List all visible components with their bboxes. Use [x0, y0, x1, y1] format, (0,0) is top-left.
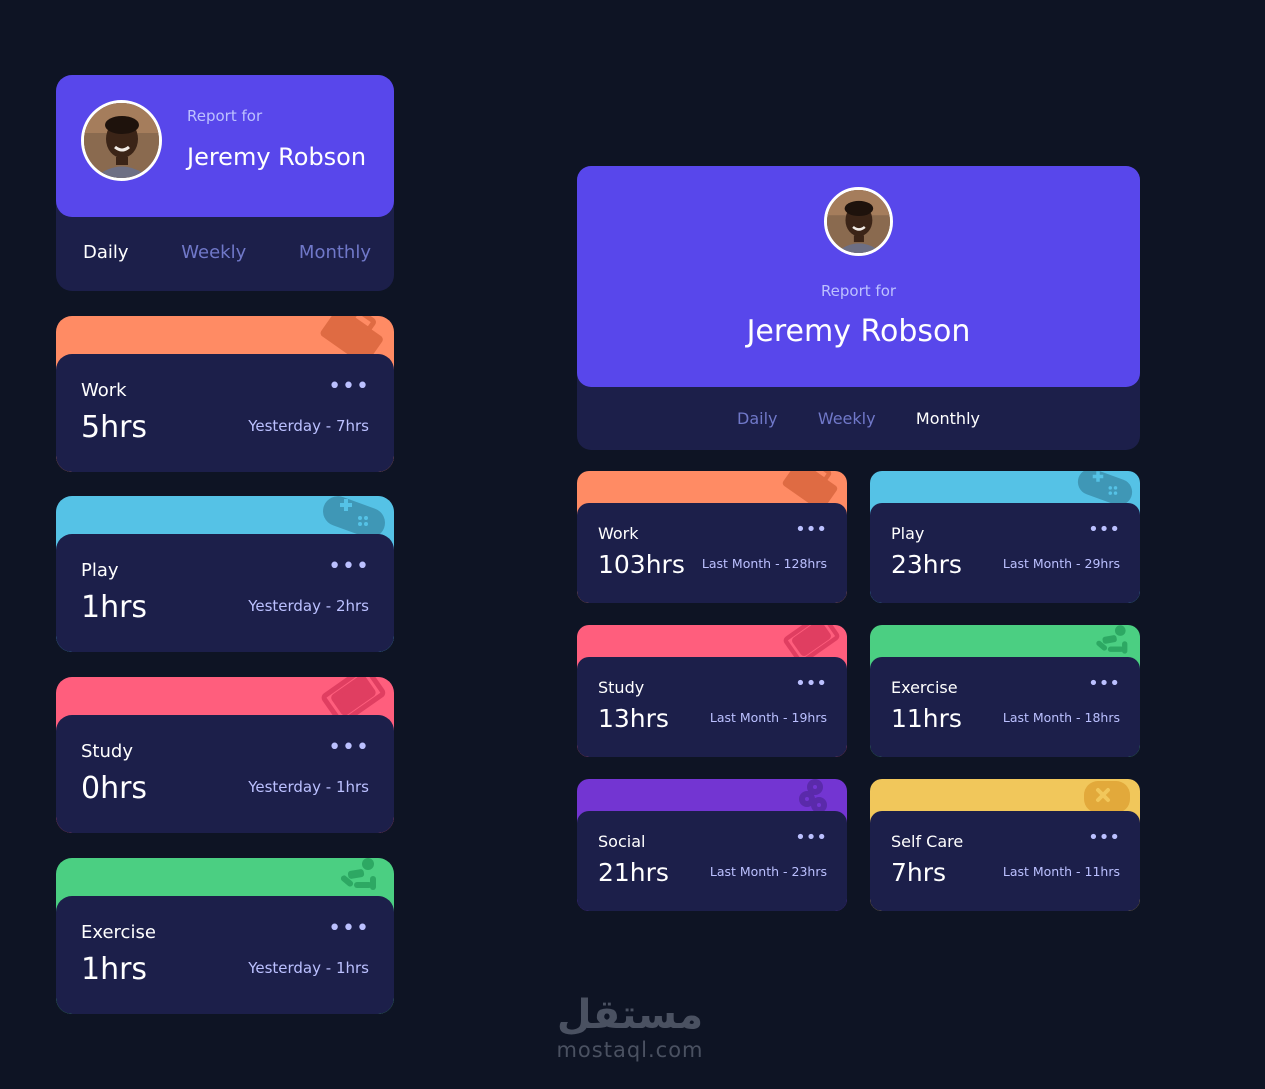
ellipsis-icon[interactable]: ••• — [328, 374, 370, 399]
card-body[interactable]: Study ••• 13hrs Last Month - 19hrs — [577, 657, 847, 757]
avatar-image — [827, 190, 890, 253]
activity-card-study: Study ••• 0hrs Yesterday - 1hrs — [56, 677, 394, 833]
card-title: Work — [598, 524, 639, 543]
card-hours: 1hrs — [81, 590, 148, 625]
card-previous: Last Month - 19hrs — [709, 710, 827, 725]
card-title: Study — [81, 741, 133, 762]
card-previous: Last Month - 128hrs — [701, 556, 827, 571]
tab-daily[interactable]: Daily — [737, 409, 778, 428]
card-body[interactable]: Play ••• 23hrs Last Month - 29hrs — [870, 503, 1140, 603]
card-hours: 23hrs — [891, 550, 962, 579]
profile-header: Report for Jeremy Robson — [577, 166, 1140, 387]
ellipsis-icon[interactable]: ••• — [1088, 673, 1120, 694]
user-name: Jeremy Robson — [187, 143, 367, 171]
card-previous: Last Month - 18hrs — [1002, 710, 1120, 725]
desktop-profile-card: Report for Jeremy Robson Daily Weekly Mo… — [577, 166, 1140, 450]
card-title: Study — [598, 678, 645, 697]
tab-weekly[interactable]: Weekly — [817, 409, 876, 428]
card-title: Exercise — [81, 922, 156, 943]
book-icon — [321, 677, 386, 721]
activity-card-work: Work ••• 5hrs Yesterday - 7hrs — [56, 316, 394, 472]
running-icon — [340, 858, 376, 890]
profile-header: Report for Jeremy Robson — [56, 75, 394, 217]
card-body[interactable]: Exercise ••• 1hrs Yesterday - 1hrs — [56, 896, 394, 1014]
card-body[interactable]: Study ••• 0hrs Yesterday - 1hrs — [56, 715, 394, 833]
tab-monthly[interactable]: Monthly — [915, 409, 980, 428]
card-title: Play — [891, 524, 925, 543]
activity-card-work: Work ••• 103hrs Last Month - 128hrs — [577, 471, 847, 603]
card-body[interactable]: Work ••• 5hrs Yesterday - 7hrs — [56, 354, 394, 472]
card-hours: 7hrs — [891, 858, 947, 887]
watermark-latin: mostaql.com — [556, 1038, 704, 1062]
card-hours: 1hrs — [81, 952, 148, 987]
tab-monthly[interactable]: Monthly — [298, 242, 371, 263]
ellipsis-icon[interactable]: ••• — [795, 827, 827, 848]
card-body[interactable]: Exercise ••• 11hrs Last Month - 18hrs — [870, 657, 1140, 757]
ellipsis-icon[interactable]: ••• — [1088, 827, 1120, 848]
gamepad-icon — [323, 496, 385, 538]
briefcase-icon — [782, 471, 838, 505]
card-previous: Yesterday - 1hrs — [248, 778, 369, 796]
ellipsis-icon[interactable]: ••• — [328, 916, 370, 941]
activity-card-social: Social ••• 21hrs Last Month - 23hrs — [577, 779, 847, 911]
tab-weekly[interactable]: Weekly — [181, 242, 247, 263]
activity-card-play: Play ••• 23hrs Last Month - 29hrs — [870, 471, 1140, 603]
card-previous: Yesterday - 2hrs — [248, 597, 369, 615]
card-hours: 21hrs — [598, 858, 669, 887]
avatar-image — [84, 103, 159, 178]
activity-card-self-care: Self Care ••• 7hrs Last Month - 11hrs — [870, 779, 1140, 911]
ellipsis-icon[interactable]: ••• — [328, 554, 370, 579]
self-care-icon — [1084, 781, 1130, 813]
activity-card-study: Study ••• 13hrs Last Month - 19hrs — [577, 625, 847, 757]
ellipsis-icon[interactable]: ••• — [795, 673, 827, 694]
avatar — [81, 100, 162, 181]
card-hours: 13hrs — [598, 704, 669, 733]
card-title: Self Care — [891, 832, 964, 851]
activity-card-play: Play ••• 1hrs Yesterday - 2hrs — [56, 496, 394, 652]
card-body[interactable]: Play ••• 1hrs Yesterday - 2hrs — [56, 534, 394, 652]
card-previous: Last Month - 23hrs — [709, 864, 827, 879]
ellipsis-icon[interactable]: ••• — [795, 519, 827, 540]
ellipsis-icon[interactable]: ••• — [1088, 519, 1120, 540]
social-icon — [799, 779, 827, 813]
activity-card-exercise: Exercise ••• 11hrs Last Month - 18hrs — [870, 625, 1140, 757]
timeframe-tabs: Daily Weekly Monthly — [737, 409, 980, 428]
gamepad-icon — [1077, 471, 1133, 506]
card-hours: 103hrs — [598, 550, 685, 579]
card-body[interactable]: Social ••• 21hrs Last Month - 23hrs — [577, 811, 847, 911]
avatar — [824, 187, 893, 256]
watermark: مستقل mostaql.com — [540, 992, 720, 1062]
activity-card-exercise: Exercise ••• 1hrs Yesterday - 1hrs — [56, 858, 394, 1014]
card-title: Play — [81, 560, 119, 581]
ellipsis-icon[interactable]: ••• — [328, 735, 370, 760]
user-name: Jeremy Robson — [746, 314, 971, 349]
book-icon — [783, 625, 840, 661]
tab-daily[interactable]: Daily — [83, 242, 129, 263]
mobile-profile-card: Report for Jeremy Robson Daily Weekly Mo… — [56, 75, 394, 291]
briefcase-icon — [320, 316, 383, 358]
report-for-label: Report for — [820, 282, 897, 300]
card-title: Social — [598, 832, 646, 851]
card-body[interactable]: Work ••• 103hrs Last Month - 128hrs — [577, 503, 847, 603]
timeframe-tabs: Daily Weekly Monthly — [83, 242, 371, 263]
card-body[interactable]: Self Care ••• 7hrs Last Month - 11hrs — [870, 811, 1140, 911]
card-hours: 5hrs — [81, 410, 148, 445]
card-previous: Last Month - 29hrs — [1002, 556, 1120, 571]
card-hours: 0hrs — [81, 771, 148, 806]
watermark-arabic: مستقل — [556, 992, 704, 1038]
report-for-label: Report for — [187, 107, 263, 125]
card-title: Work — [81, 380, 127, 401]
card-hours: 11hrs — [891, 704, 962, 733]
running-icon — [1096, 625, 1128, 654]
card-title: Exercise — [891, 678, 958, 697]
card-previous: Yesterday - 1hrs — [248, 959, 369, 977]
card-previous: Yesterday - 7hrs — [248, 417, 369, 435]
card-previous: Last Month - 11hrs — [1002, 864, 1120, 879]
